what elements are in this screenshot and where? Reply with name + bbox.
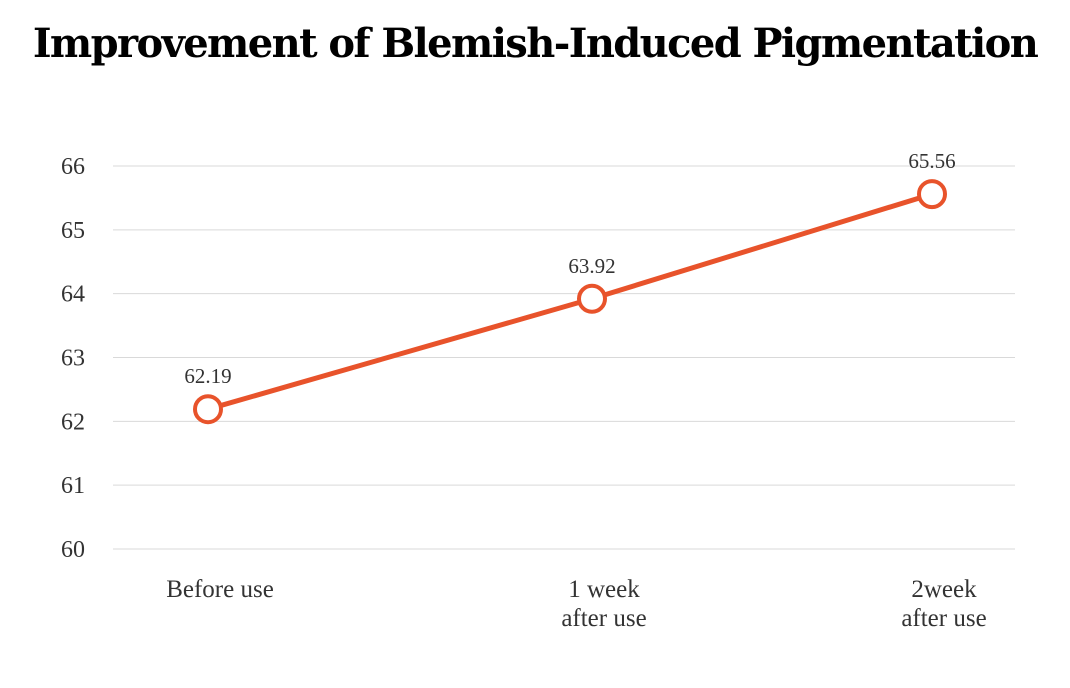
data-label: 63.92 <box>568 254 615 278</box>
x-tick-label: 1 week after use <box>561 576 646 632</box>
data-point <box>193 394 223 425</box>
x-tick-label-line: 2week <box>911 576 977 603</box>
x-tick-label: Before use <box>166 576 274 603</box>
y-tick-label: 66 <box>61 154 85 180</box>
x-tick-label: 2week after use <box>901 576 986 632</box>
data-point <box>577 283 607 314</box>
y-tick-label: 64 <box>61 282 85 308</box>
series-line <box>207 191 933 412</box>
y-tick-label: 62 <box>61 409 85 435</box>
y-tick-label: 65 <box>61 218 85 244</box>
x-tick-label-line: after use <box>901 605 986 632</box>
x-tick-label-line: Before use <box>166 576 274 603</box>
y-tick-label: 61 <box>61 473 85 499</box>
y-tick-label: 63 <box>61 346 85 372</box>
data-label: 62.19 <box>184 364 231 388</box>
data-label: 65.56 <box>908 149 955 173</box>
x-tick-label-line: after use <box>561 605 646 632</box>
y-tick-label: 60 <box>61 537 85 563</box>
chart-title: Improvement of Blemish-Induced Pigmentat… <box>32 20 1039 67</box>
data-point <box>917 179 947 210</box>
x-tick-label-line: 1 week <box>568 576 640 603</box>
